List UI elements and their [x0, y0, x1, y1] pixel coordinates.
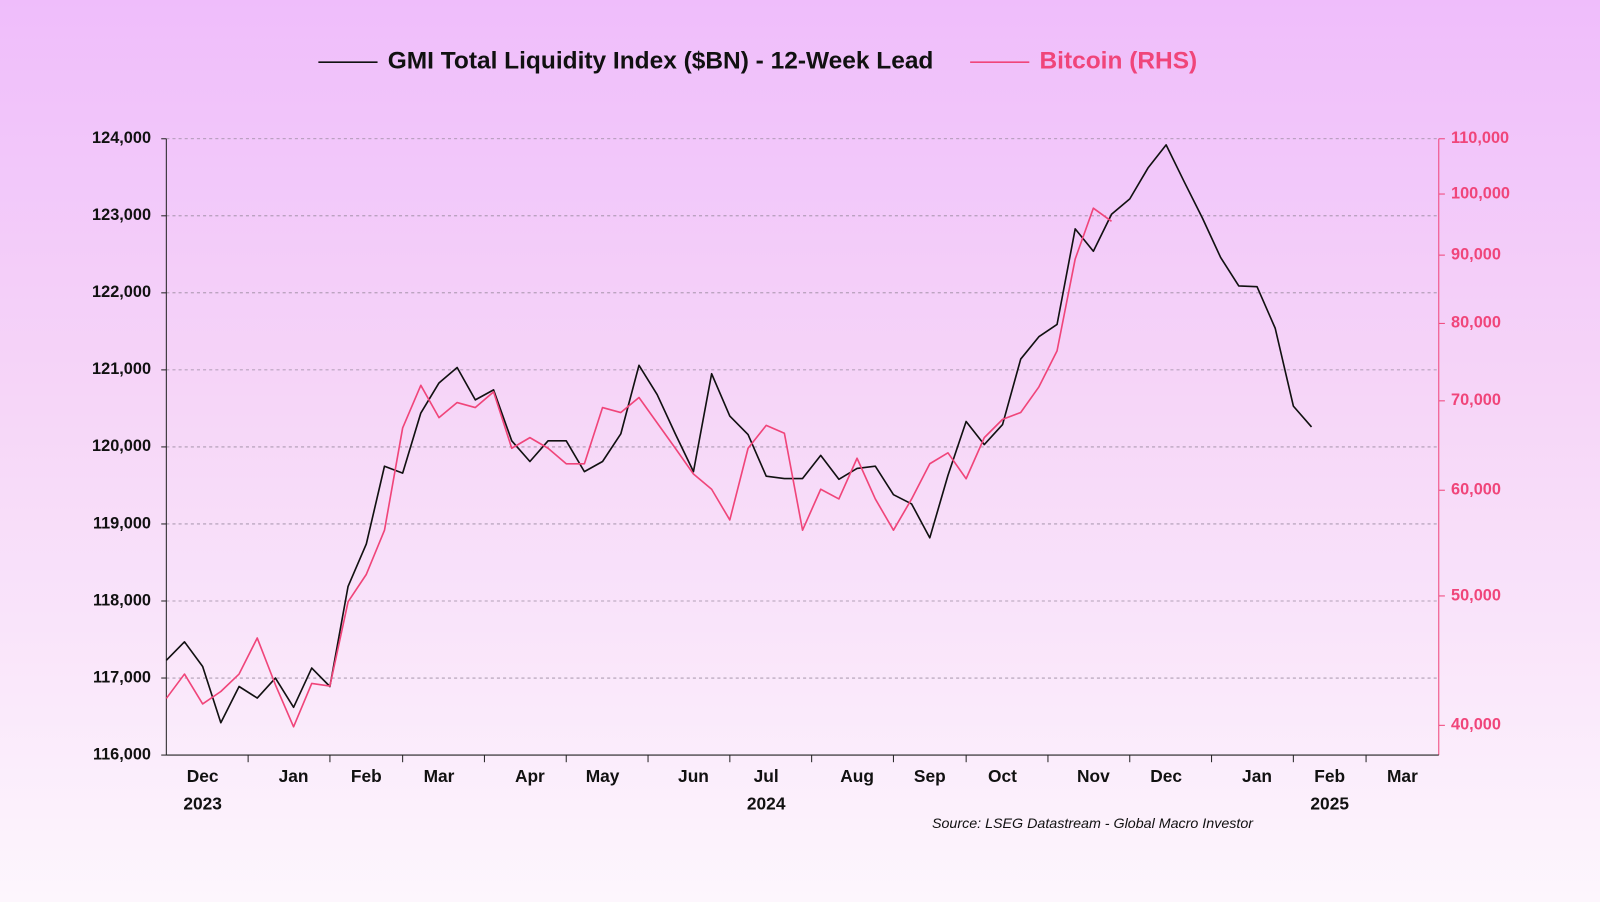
x-tick-label: Jun	[678, 766, 709, 786]
y-tick-label: 118,000	[93, 591, 151, 609]
x-year-label: 2025	[1310, 794, 1349, 814]
y-tick-label: 119,000	[93, 514, 151, 532]
x-tick-label: Sep	[914, 766, 946, 786]
x-tick-label: Oct	[988, 766, 1017, 786]
series-line	[165, 207, 1113, 728]
y2-tick-label: 100,000	[1451, 184, 1510, 202]
y-tick-label: 121,000	[92, 360, 151, 378]
y2-tick-label: 50,000	[1451, 586, 1501, 604]
x-tick-label: Mar	[1387, 766, 1418, 786]
x-tick-label: Jan	[279, 766, 309, 786]
y-tick-label: 122,000	[92, 283, 151, 301]
x-tick-label: Apr	[515, 766, 545, 786]
y-tick-label: 117,000	[93, 668, 151, 686]
y2-tick-label: 80,000	[1451, 314, 1501, 332]
legend-label: Bitcoin (RHS)	[1040, 48, 1198, 75]
x-tick-label: Mar	[424, 766, 455, 786]
y2-tick-label: 90,000	[1451, 245, 1501, 263]
x-tick-label: Dec	[1150, 766, 1182, 786]
y-tick-label: 123,000	[92, 206, 151, 224]
x-year-label: 2024	[747, 794, 786, 814]
y2-tick-label: 70,000	[1451, 391, 1501, 409]
y-tick-label: 116,000	[93, 745, 151, 763]
y2-tick-label: 110,000	[1451, 129, 1509, 147]
y2-tick-label: 60,000	[1451, 481, 1501, 499]
x-year-label: 2023	[183, 794, 222, 814]
x-tick-label: Jan	[1242, 766, 1272, 786]
x-tick-label: Aug	[840, 766, 874, 786]
y-tick-label: 124,000	[92, 129, 151, 147]
y2-tick-label: 40,000	[1451, 716, 1501, 734]
x-tick-label: Dec	[187, 766, 219, 786]
x-tick-label: Nov	[1077, 766, 1110, 786]
legend-label: GMI Total Liquidity Index ($BN) - 12-Wee…	[388, 48, 934, 75]
source-note: Source: LSEG Datastream - Global Macro I…	[932, 816, 1254, 832]
x-tick-label: May	[586, 766, 620, 786]
y-tick-label: 120,000	[92, 437, 151, 455]
x-tick-label: Jul	[754, 766, 779, 786]
x-tick-label: Feb	[351, 766, 382, 786]
x-tick-label: Feb	[1314, 766, 1345, 786]
series-line	[165, 144, 1313, 724]
